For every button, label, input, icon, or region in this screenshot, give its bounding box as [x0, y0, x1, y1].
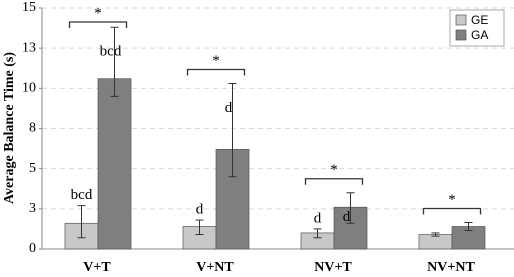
significance-bracket [422, 207, 482, 215]
bar [418, 234, 453, 250]
y-axis-label: Average Balance Time (s) [2, 52, 17, 204]
error-bar [464, 221, 473, 232]
legend-swatch [455, 14, 467, 26]
error-bar [313, 228, 322, 239]
error-bar [110, 26, 119, 97]
legend-label: GE [471, 13, 488, 27]
y-tick-label: 8 [29, 121, 36, 136]
error-bar [195, 219, 204, 236]
legend-label: GA [471, 28, 488, 42]
significance-star: * [94, 5, 102, 21]
significance-star: * [448, 192, 456, 208]
annotation: bcd [71, 187, 93, 203]
legend-swatch [455, 29, 467, 41]
significance-bracket [186, 68, 246, 76]
y-tick-label: 10 [22, 81, 36, 96]
y-tick-label: 3 [29, 201, 36, 216]
x-tick-label: V+T [83, 260, 111, 275]
error-bar [346, 192, 355, 224]
x-tick-label: V+NT [196, 260, 234, 275]
annotation: bcd [100, 44, 122, 60]
annotation: d [314, 210, 322, 226]
y-tick-label: 0 [29, 241, 36, 256]
y-tick-label: 15 [22, 0, 36, 15]
error-bar [431, 232, 440, 237]
significance-bracket [68, 21, 128, 28]
annotation: d [196, 202, 204, 218]
significance-bracket [304, 178, 364, 185]
error-bar [77, 205, 86, 239]
x-tick-label: NV+NT [427, 260, 475, 275]
y-tick-label: 5 [29, 161, 36, 176]
annotation: d [225, 100, 233, 116]
significance-star: * [330, 162, 338, 178]
error-bar [228, 83, 237, 178]
significance-star: * [212, 53, 220, 69]
y-tick-label: 13 [22, 40, 36, 55]
bar [97, 78, 132, 250]
annotation: d [343, 209, 351, 225]
x-tick-label: NV+T [314, 260, 352, 275]
